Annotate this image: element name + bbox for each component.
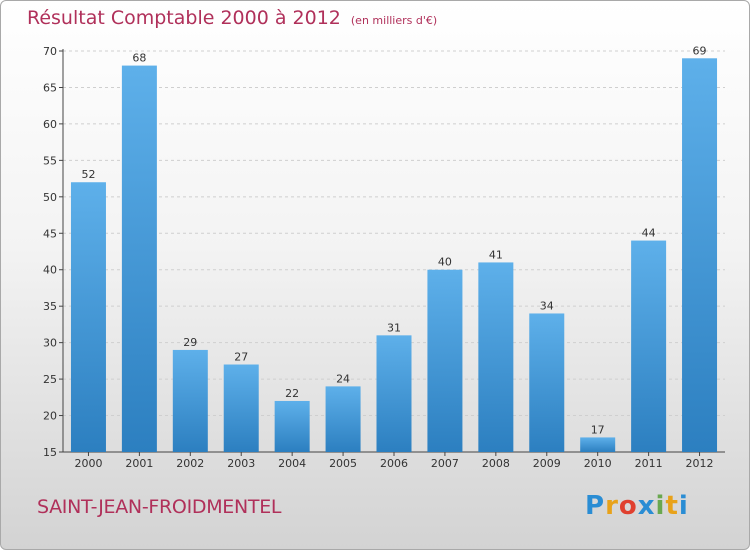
x-tick-label: 2010 xyxy=(584,457,612,470)
logo-letter: i xyxy=(678,491,689,521)
chart-title: Résultat Comptable 2000 à 2012 xyxy=(27,7,341,29)
x-tick-label: 2005 xyxy=(329,457,357,470)
bar-value-label: 40 xyxy=(438,256,452,269)
bars xyxy=(70,58,718,453)
y-tick-label: 40 xyxy=(43,264,57,277)
bar xyxy=(427,269,463,452)
y-tick-label: 25 xyxy=(43,373,57,386)
y-tick-label: 35 xyxy=(43,300,57,313)
y-tick-label: 70 xyxy=(43,45,57,58)
bar-value-label: 52 xyxy=(81,168,95,181)
x-tick-label: 2001 xyxy=(125,457,153,470)
x-tick-label: 2011 xyxy=(635,457,663,470)
bar-value-label: 41 xyxy=(489,248,503,261)
x-tick-label: 2008 xyxy=(482,457,510,470)
x-tick-label: 2006 xyxy=(380,457,408,470)
bar xyxy=(274,400,310,452)
logo-letter: i xyxy=(655,491,666,521)
y-tick-label: 60 xyxy=(43,118,57,131)
logo-letter: t xyxy=(665,491,679,521)
logo-letter: P xyxy=(585,491,606,521)
y-tick-label: 50 xyxy=(43,191,57,204)
bar xyxy=(223,364,259,452)
y-tick-label: 20 xyxy=(43,410,57,423)
bar xyxy=(682,58,718,453)
commune-name: SAINT-JEAN-FROIDMENTEL xyxy=(37,496,282,518)
bar-value-label: 27 xyxy=(234,351,248,364)
bar-value-label: 17 xyxy=(591,423,605,436)
x-tick-label: 2004 xyxy=(278,457,306,470)
bar xyxy=(478,262,514,452)
chart-unit-note: (en milliers d'€) xyxy=(350,14,438,27)
bar-value-label: 44 xyxy=(642,227,656,240)
bar-value-label: 24 xyxy=(336,372,350,385)
y-tick-label: 55 xyxy=(43,154,57,167)
bar xyxy=(121,65,157,452)
bar xyxy=(631,240,667,452)
labels: 15 20 25 30 35 40 45 50 55 60 65 70 52 2000 68 2001 29 20… xyxy=(43,44,714,470)
x-tick-label: 2000 xyxy=(74,457,102,470)
bar-value-label: 34 xyxy=(540,299,554,312)
bar xyxy=(529,313,565,452)
bar xyxy=(70,182,106,452)
bar xyxy=(376,335,412,452)
x-tick-label: 2012 xyxy=(686,457,714,470)
chart-title-block: Résultat Comptable 2000 à 2012 (en millie… xyxy=(27,7,437,29)
bar xyxy=(172,349,208,452)
bar-value-label: 68 xyxy=(132,52,146,65)
y-tick-label: 65 xyxy=(43,81,57,94)
bar-value-label: 29 xyxy=(183,336,197,349)
x-tick-label: 2009 xyxy=(533,457,561,470)
bar-value-label: 69 xyxy=(693,44,707,57)
bar-value-label: 22 xyxy=(285,387,299,400)
x-tick-label: 2007 xyxy=(431,457,459,470)
logo-letter: r xyxy=(605,491,619,521)
proxiti-logo: Proxiti xyxy=(585,491,689,521)
y-tick-label: 30 xyxy=(43,337,57,350)
x-tick-label: 2002 xyxy=(176,457,204,470)
logo-letter: x xyxy=(637,491,656,521)
logo-letter: o xyxy=(618,491,638,521)
bar-value-label: 31 xyxy=(387,321,401,334)
y-tick-label: 45 xyxy=(43,227,57,240)
x-tick-label: 2003 xyxy=(227,457,255,470)
y-tick-label: 15 xyxy=(43,446,57,459)
bar xyxy=(325,386,361,452)
bar xyxy=(580,437,616,452)
